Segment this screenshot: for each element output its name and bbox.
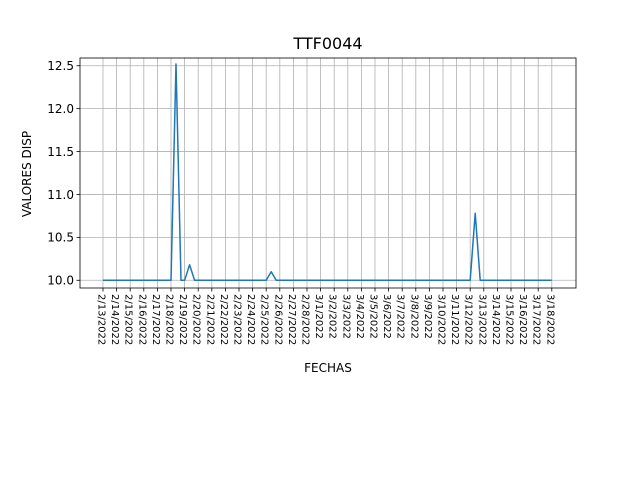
x-tick-label: 2/28/2022 — [300, 294, 311, 345]
plot-area-frame — [79, 57, 577, 289]
x-tick-label: 3/18/2022 — [544, 294, 555, 345]
x-tick-label: 2/16/2022 — [136, 294, 147, 345]
y-axis-label: VALORES DISP — [20, 131, 34, 217]
x-tick-label: 3/14/2022 — [490, 294, 501, 345]
x-tick-label: 3/3/2022 — [340, 294, 351, 339]
x-tick-label: 2/13/2022 — [96, 294, 107, 345]
y-tick-label: 11.5 — [47, 145, 74, 159]
x-tick-label: 3/5/2022 — [368, 294, 379, 339]
x-tick-label: 2/27/2022 — [286, 294, 297, 345]
x-tick-label: 3/11/2022 — [449, 294, 460, 345]
chart-title: TTF0044 — [292, 34, 362, 53]
grid — [80, 58, 576, 288]
y-tick-label: 12.0 — [47, 102, 74, 116]
x-tick-label: 2/14/2022 — [109, 294, 120, 345]
series-layer — [103, 63, 552, 282]
x-tick-label: 2/18/2022 — [164, 294, 175, 345]
x-tick-label: 3/12/2022 — [463, 294, 474, 345]
x-tick-label: 2/15/2022 — [123, 294, 134, 345]
x-tick-label: 3/9/2022 — [422, 294, 433, 339]
series-line — [103, 63, 552, 282]
x-tick-label: 3/8/2022 — [408, 294, 419, 339]
x-tick-label: 3/15/2022 — [504, 294, 515, 345]
x-tick-label: 3/1/2022 — [313, 294, 324, 339]
x-tick-label: 3/13/2022 — [476, 294, 487, 345]
x-tick-label: 2/24/2022 — [245, 294, 256, 345]
x-axis-ticks: 2/13/2022 2/14/2022 2/15/2022 2/16/2022 2/17… — [96, 288, 555, 345]
x-tick-label: 2/23/2022 — [232, 294, 243, 345]
x-tick-label: 2/25/2022 — [259, 294, 270, 345]
x-tick-label: 2/26/2022 — [272, 294, 283, 345]
x-tick-label: 2/17/2022 — [150, 294, 161, 345]
x-tick-label: 3/2/2022 — [327, 294, 338, 339]
y-tick-label: 12.5 — [47, 59, 74, 73]
x-tick-label: 3/7/2022 — [395, 294, 406, 339]
y-tick-label: 10.0 — [47, 274, 74, 288]
y-tick-label: 11.0 — [47, 188, 74, 202]
x-tick-label: 3/10/2022 — [436, 294, 447, 345]
x-axis-label: FECHAS — [304, 361, 352, 375]
x-tick-label: 3/16/2022 — [517, 294, 528, 345]
x-tick-label: 3/4/2022 — [354, 294, 365, 339]
y-axis-ticks: 10.0 10.5 11.0 11.5 12.0 12.5 — [47, 59, 80, 288]
x-tick-label: 3/17/2022 — [531, 294, 542, 345]
x-tick-label: 2/21/2022 — [204, 294, 215, 345]
x-tick-label: 2/20/2022 — [191, 294, 202, 345]
x-tick-label: 2/22/2022 — [218, 294, 229, 345]
y-tick-label: 10.5 — [47, 231, 74, 245]
x-tick-label: 2/19/2022 — [177, 294, 188, 345]
x-tick-label: 3/6/2022 — [381, 294, 392, 339]
